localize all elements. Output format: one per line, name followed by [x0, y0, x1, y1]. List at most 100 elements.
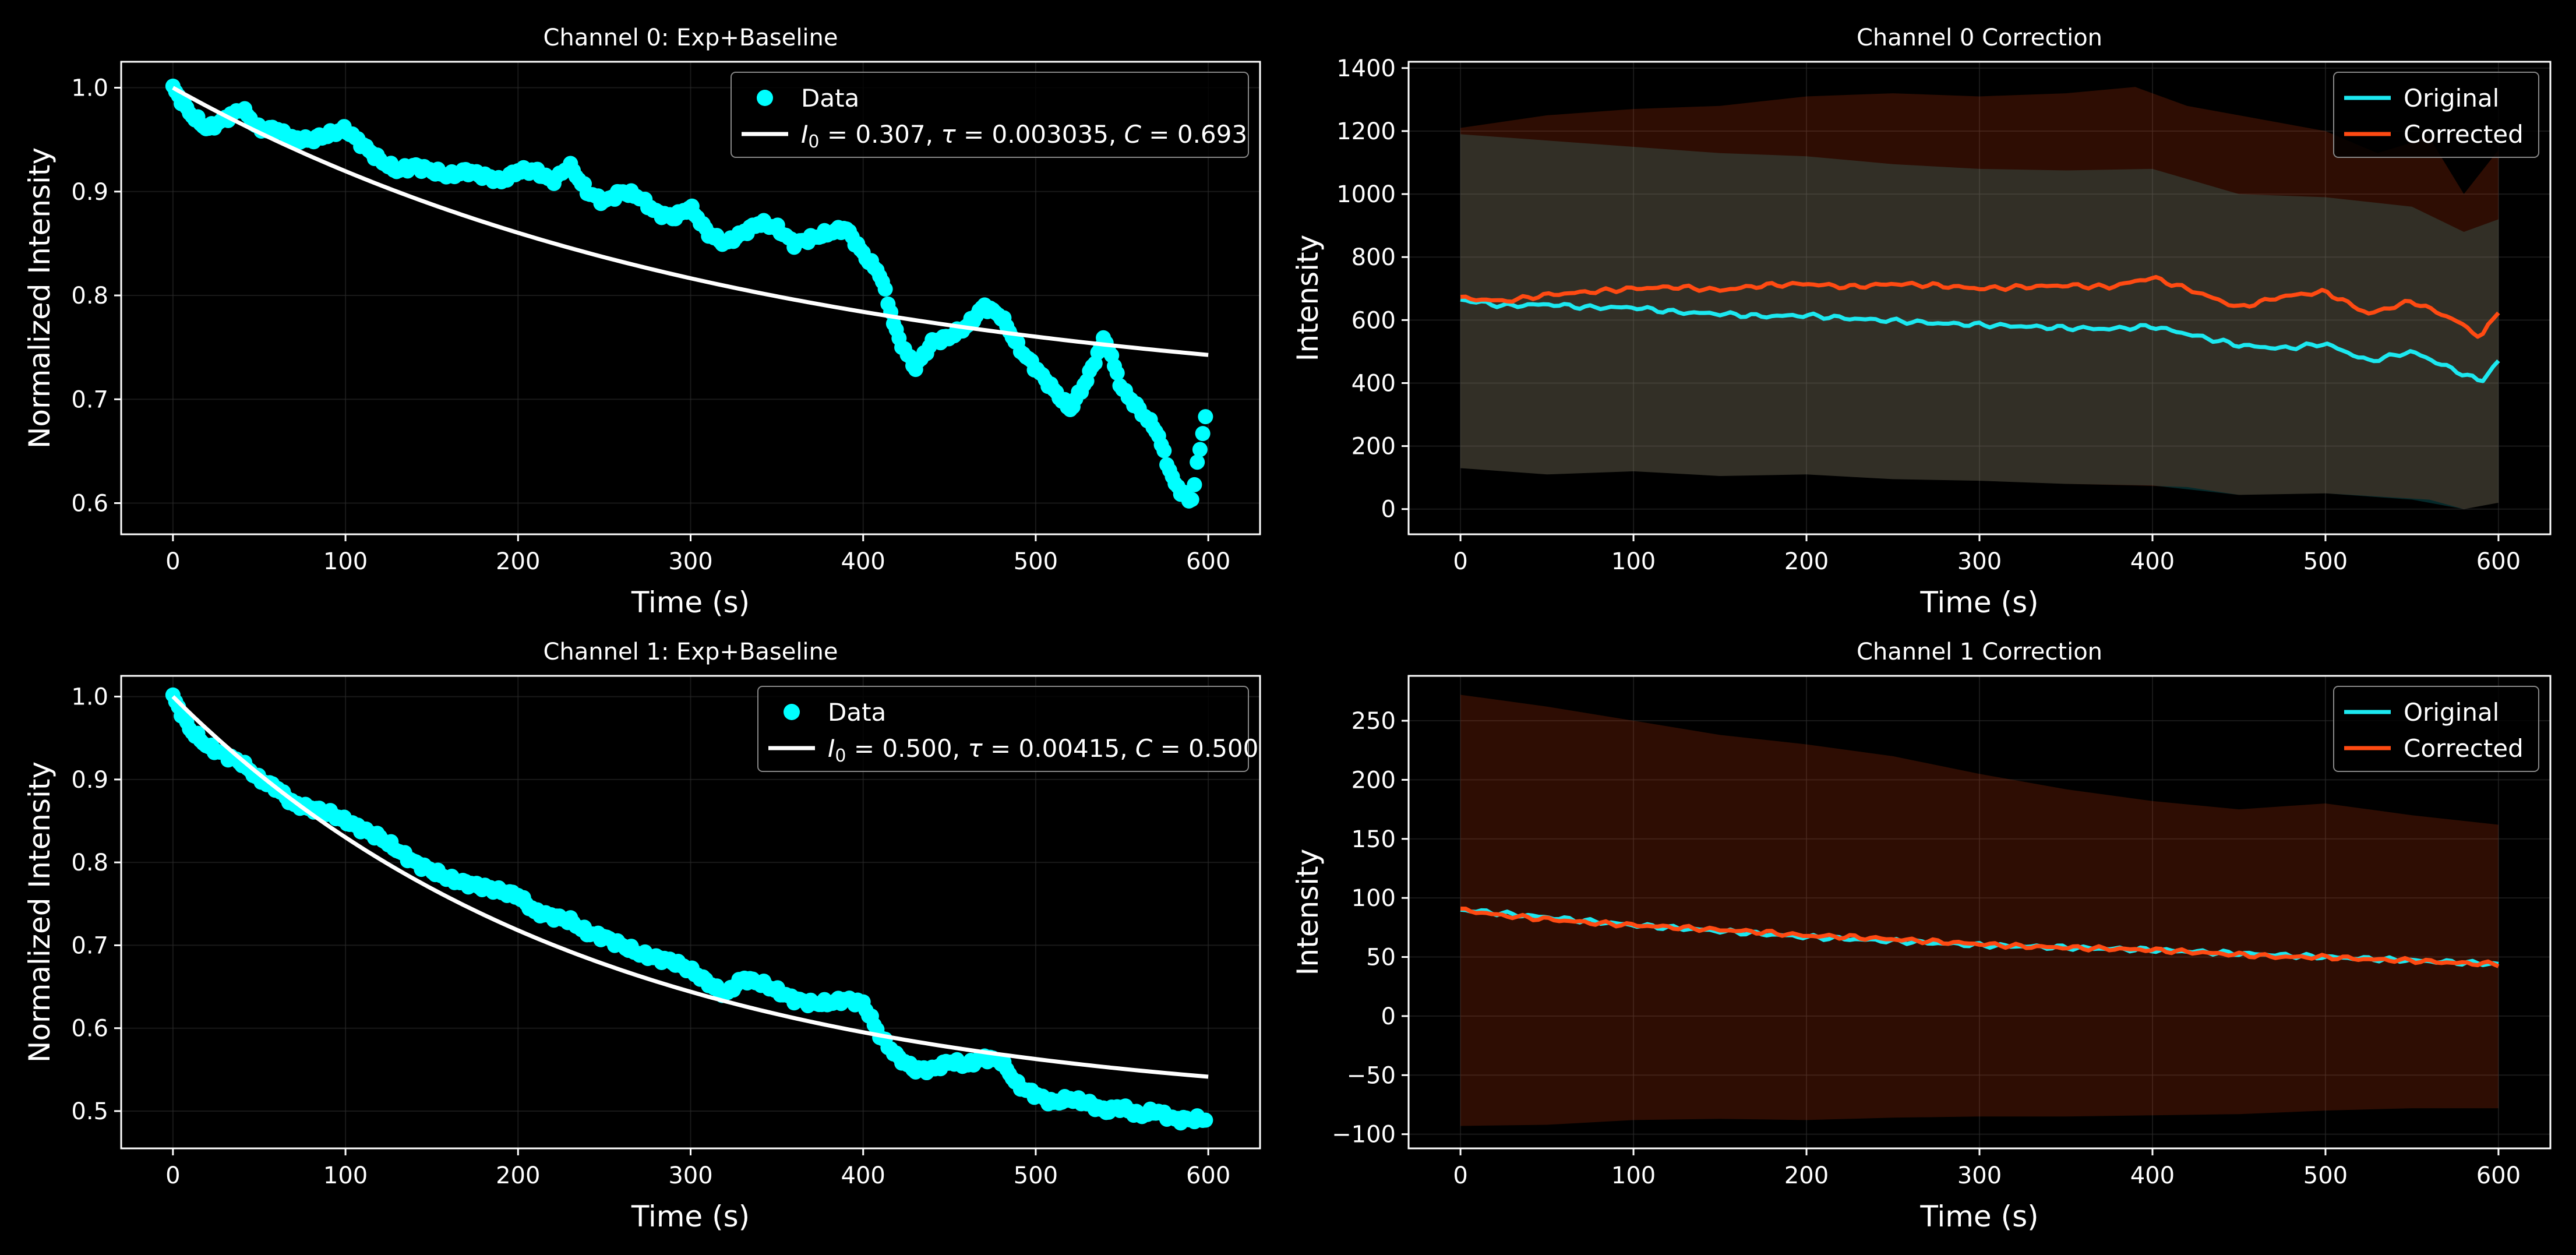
x-tick-label: 100 — [323, 548, 368, 575]
x-tick-label: 600 — [1186, 1162, 1230, 1189]
x-tick-label: 200 — [1784, 1162, 1829, 1189]
y-tick-label: 400 — [1351, 370, 1396, 397]
x-tick-label: 200 — [496, 1162, 540, 1189]
legend-label-part: τ — [968, 734, 983, 763]
data-point — [1156, 443, 1172, 459]
y-tick-label: 100 — [1351, 885, 1396, 912]
y-axis-label: Normalized Intensity — [23, 762, 57, 1063]
legend-box — [731, 72, 1249, 158]
x-axis-label: Time (s) — [1919, 1200, 2038, 1233]
y-axis-label: Intensity — [1291, 849, 1325, 976]
plot-area — [165, 78, 1213, 509]
x-tick-label: 300 — [1957, 548, 2002, 575]
plot-area — [1460, 695, 2500, 1126]
legend-label: Corrected — [2404, 120, 2524, 149]
legend: Original Corrected — [2333, 72, 2539, 158]
x-axis-label: Time (s) — [1919, 586, 2038, 619]
legend-label-part: C — [1135, 734, 1153, 763]
x-tick-label: 0 — [1453, 1162, 1467, 1189]
legend-box — [757, 686, 1249, 772]
x-axis-label: Time (s) — [631, 1200, 750, 1233]
x-tick-label: 200 — [1784, 548, 1829, 575]
band-corrected — [1460, 695, 2499, 1126]
legend-label: Corrected — [2404, 734, 2524, 763]
data-point — [1187, 477, 1202, 492]
y-tick-label: 0 — [1381, 496, 1396, 523]
x-tick-label: 600 — [2476, 548, 2521, 575]
x-tick-label: 0 — [1453, 548, 1467, 575]
y-axis-label: Normalized Intensity — [23, 147, 57, 449]
series-line-corrected — [1460, 274, 2500, 339]
x-tick-label: 0 — [165, 548, 180, 575]
legend: Data I0 = 0.307, τ = 0.003035, C = 0.693 — [731, 72, 1249, 158]
legend-label-part: = 0.693 — [1141, 120, 1247, 149]
y-tick-label: 1200 — [1336, 118, 1396, 145]
chart-panel-ch1-correction: 0 100 200 300 400 500 600 −100 −50 0 50 100 150 200 25… — [1291, 639, 2552, 1233]
y-tick-label: 250 — [1351, 708, 1396, 735]
y-tick-label: 0.8 — [71, 283, 108, 309]
x-tick-label: 500 — [1014, 1162, 1058, 1189]
legend-label-part: = 0.00415, — [983, 734, 1135, 763]
y-tick-label: 0.6 — [71, 1016, 108, 1042]
legend: Data I0 = 0.500, τ = 0.00415, C = 0.500 — [757, 686, 1258, 772]
band-corrected — [1460, 87, 2499, 509]
x-tick-label: 500 — [1014, 548, 1058, 575]
legend-label: Data — [828, 698, 886, 727]
fit-curve — [172, 86, 1209, 357]
legend-label-part: τ — [941, 120, 956, 149]
legend-label-part: 0 — [808, 132, 819, 152]
legend: Original Corrected — [2333, 686, 2539, 772]
x-tick-label: 0 — [165, 1162, 180, 1189]
series-line-original — [1460, 297, 2500, 383]
legend-label-part: = 0.307, — [819, 120, 941, 149]
y-tick-label: −50 — [1347, 1062, 1396, 1089]
legend-label-part: I — [801, 120, 808, 149]
legend-label-part: = 0.500 — [1152, 734, 1258, 763]
legend-label-fit: I0 = 0.500, τ = 0.00415, C = 0.500 — [828, 734, 1258, 766]
series-line-corrected — [1460, 906, 2500, 968]
data-point — [1198, 1112, 1213, 1128]
legend-label: Data — [801, 84, 859, 112]
x-tick-label: 300 — [1957, 1162, 2002, 1189]
y-tick-label: 0 — [1381, 1003, 1396, 1030]
y-tick-label: 1.0 — [71, 75, 108, 102]
data-point — [1190, 454, 1205, 470]
x-tick-label: 600 — [1186, 548, 1230, 575]
x-tick-label: 400 — [841, 1162, 885, 1189]
y-tick-label: 200 — [1351, 767, 1396, 794]
data-point — [1198, 409, 1213, 425]
x-tick-label: 100 — [1611, 1162, 1656, 1189]
chart-panel-ch0-correction: 0 100 200 300 400 500 600 0 200 400 600 800 1000 1200… — [1291, 24, 2552, 619]
y-tick-label: 600 — [1351, 307, 1396, 334]
legend-label: Original — [2404, 84, 2499, 112]
y-tick-label: 1.0 — [71, 684, 108, 711]
plot-area — [165, 687, 1213, 1131]
x-tick-label: 100 — [1611, 548, 1656, 575]
chart-title: Channel 0 Correction — [1857, 24, 2102, 51]
legend-label-part: 0 — [835, 746, 846, 766]
data-point — [1184, 492, 1199, 507]
x-tick-label: 200 — [496, 548, 540, 575]
y-axis-label: Intensity — [1291, 235, 1325, 362]
y-tick-label: 1000 — [1336, 181, 1396, 208]
legend-swatch — [757, 90, 773, 106]
y-tick-label: 150 — [1351, 826, 1396, 853]
y-tick-label: 1400 — [1336, 55, 1396, 82]
x-axis-label: Time (s) — [631, 586, 750, 619]
y-tick-label: 200 — [1351, 433, 1396, 460]
y-tick-label: 800 — [1351, 244, 1396, 271]
y-tick-label: 50 — [1366, 944, 1396, 971]
y-tick-label: 0.8 — [71, 849, 108, 876]
chart-title: Channel 1: Exp+Baseline — [543, 639, 838, 665]
chart-title: Channel 1 Correction — [1857, 639, 2102, 665]
legend-swatch — [784, 704, 800, 720]
y-tick-label: 0.6 — [71, 491, 108, 517]
legend-label-part: = 0.500, — [846, 734, 968, 763]
chart-title: Channel 0: Exp+Baseline — [543, 24, 838, 51]
chart-panel-ch0-fit: 0 100 200 300 400 500 600 0.6 0.7 0.8 0.9 1.0 Channe… — [23, 24, 1261, 619]
data-point — [1192, 442, 1208, 457]
legend-label-part: I — [828, 734, 835, 763]
x-tick-label: 600 — [2476, 1162, 2521, 1189]
